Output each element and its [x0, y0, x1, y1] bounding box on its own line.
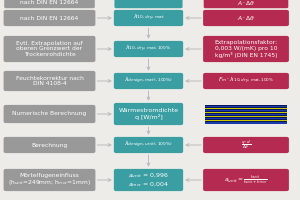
FancyBboxPatch shape — [115, 0, 182, 8]
FancyBboxPatch shape — [4, 137, 95, 153]
FancyBboxPatch shape — [203, 137, 289, 153]
FancyBboxPatch shape — [206, 120, 286, 121]
FancyBboxPatch shape — [206, 108, 286, 109]
FancyBboxPatch shape — [4, 0, 95, 8]
FancyBboxPatch shape — [203, 169, 289, 191]
FancyBboxPatch shape — [206, 104, 286, 123]
Text: $A \cdot \Delta\vartheta$: $A \cdot \Delta\vartheta$ — [237, 14, 255, 22]
Text: $\lambda_{design,unit(,100\%)}$: $\lambda_{design,unit(,100\%)}$ — [124, 140, 173, 150]
FancyBboxPatch shape — [4, 10, 95, 26]
FancyBboxPatch shape — [4, 36, 95, 62]
Text: Numerische Berechnung: Numerische Berechnung — [12, 112, 87, 116]
FancyBboxPatch shape — [206, 111, 286, 112]
Text: $A \cdot \Delta\vartheta$: $A \cdot \Delta\vartheta$ — [237, 0, 255, 7]
FancyBboxPatch shape — [206, 110, 286, 111]
FancyBboxPatch shape — [206, 115, 286, 116]
FancyBboxPatch shape — [114, 41, 183, 57]
FancyBboxPatch shape — [204, 0, 288, 8]
Text: Feuchtekorrektur nach
DIN 4108-4: Feuchtekorrektur nach DIN 4108-4 — [16, 76, 83, 86]
FancyBboxPatch shape — [206, 117, 286, 118]
FancyBboxPatch shape — [206, 121, 286, 122]
Text: Evtl. Extrapolation auf
oberen Grenzwert der
Trockenrohdichte: Evtl. Extrapolation auf oberen Grenzwert… — [16, 41, 83, 57]
FancyBboxPatch shape — [114, 137, 183, 153]
FancyBboxPatch shape — [206, 122, 286, 123]
FancyBboxPatch shape — [206, 104, 286, 106]
FancyBboxPatch shape — [203, 73, 289, 89]
FancyBboxPatch shape — [4, 105, 95, 123]
Text: Wärmestromdichte
q [W/m²]: Wärmestromdichte q [W/m²] — [118, 108, 178, 120]
Text: $\lambda_{design,mat(,100\%)}$: $\lambda_{design,mat(,100\%)}$ — [124, 76, 173, 86]
FancyBboxPatch shape — [206, 119, 286, 120]
Text: Berechnung: Berechnung — [32, 142, 68, 147]
FancyBboxPatch shape — [206, 116, 286, 117]
FancyBboxPatch shape — [114, 73, 183, 89]
FancyBboxPatch shape — [4, 71, 95, 91]
FancyBboxPatch shape — [206, 118, 286, 119]
FancyBboxPatch shape — [114, 10, 183, 26]
Text: $\frac{q \cdot d}{\Delta\vartheta}$: $\frac{q \cdot d}{\Delta\vartheta}$ — [241, 139, 251, 151]
Text: $F_m \cdot \lambda_{10,dry,mat,100\%}$: $F_m \cdot \lambda_{10,dry,mat,100\%}$ — [218, 76, 274, 86]
FancyBboxPatch shape — [203, 36, 289, 62]
Text: nach DIN EN 12664: nach DIN EN 12664 — [20, 0, 79, 5]
FancyBboxPatch shape — [206, 113, 286, 114]
FancyBboxPatch shape — [114, 169, 183, 191]
FancyBboxPatch shape — [206, 106, 286, 107]
FancyBboxPatch shape — [206, 109, 286, 110]
Text: $a_{unit}$ = 0,996
$a_{mor}$ = 0,004: $a_{unit}$ = 0,996 $a_{mor}$ = 0,004 — [128, 171, 169, 189]
FancyBboxPatch shape — [206, 114, 286, 115]
FancyBboxPatch shape — [203, 10, 289, 26]
Text: Extrapolationsfaktor:
0,003 W/(mK) pro 10
kg/m³ (DIN EN 1745): Extrapolationsfaktor: 0,003 W/(mK) pro 1… — [214, 40, 278, 58]
FancyBboxPatch shape — [206, 112, 286, 113]
Text: $\lambda_{10,dry,mat,100\%}$: $\lambda_{10,dry,mat,100\%}$ — [125, 44, 172, 54]
Text: nach DIN EN 12664: nach DIN EN 12664 — [20, 16, 79, 21]
Text: $\lambda_{10,dry,mat}$: $\lambda_{10,dry,mat}$ — [133, 13, 164, 23]
FancyBboxPatch shape — [206, 107, 286, 108]
Text: Mörtelfugeneinfluss
(h$_{unit}$=249mm; h$_{mor}$=1mm): Mörtelfugeneinfluss (h$_{unit}$=249mm; h… — [8, 173, 91, 187]
FancyBboxPatch shape — [4, 169, 95, 191]
Text: $a_{unit} = \frac{h_{unit}}{h_{unit}+h_{mor}}$: $a_{unit} = \frac{h_{unit}}{h_{unit}+h_{… — [224, 173, 268, 187]
FancyBboxPatch shape — [114, 103, 183, 125]
